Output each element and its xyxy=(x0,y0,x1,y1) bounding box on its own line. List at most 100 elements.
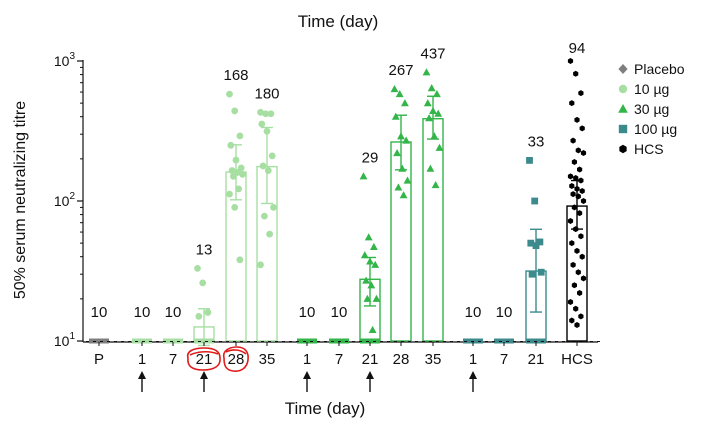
data-point xyxy=(257,261,264,269)
data-point xyxy=(430,132,439,140)
data-point xyxy=(527,239,535,247)
legend-marker-triangle xyxy=(618,103,628,113)
gmt-value-label: 94 xyxy=(569,40,586,57)
data-point xyxy=(536,238,544,246)
data-point xyxy=(359,172,368,180)
y-tick-label: 103 xyxy=(54,51,76,69)
gmt-value-label: 180 xyxy=(254,85,279,102)
data-point xyxy=(368,325,377,333)
y-tick-label: 101 xyxy=(54,331,76,349)
data-point xyxy=(372,294,381,302)
data-point xyxy=(573,70,579,77)
data-point xyxy=(262,110,270,118)
dose-arrows xyxy=(138,371,477,392)
x-tick-label: 7 xyxy=(335,351,343,368)
gmt-value-label: 10 xyxy=(465,304,482,321)
data-point xyxy=(425,114,434,122)
gmt-value-label: 10 xyxy=(91,304,108,321)
data-point xyxy=(360,251,369,259)
data-point xyxy=(199,279,207,287)
baseline-point-cluster xyxy=(89,338,109,344)
data-point xyxy=(574,247,580,254)
data-point xyxy=(580,275,587,282)
data-point xyxy=(363,294,372,302)
data-point xyxy=(395,90,404,98)
data-point xyxy=(577,166,583,173)
x-tick-label: 21 xyxy=(196,351,213,368)
data-point xyxy=(531,197,539,205)
data-point xyxy=(391,112,400,120)
y-axis-title: 50% serum neutralizing titre xyxy=(12,101,29,299)
x-tick-label: 21 xyxy=(362,351,379,368)
x-tick-label: 35 xyxy=(425,351,442,368)
dose-arrow-head-icon xyxy=(303,371,311,379)
data-point xyxy=(579,125,585,132)
gmt-value-label: 10 xyxy=(331,304,348,321)
data-point xyxy=(403,176,412,184)
legend-label: 10 µg xyxy=(634,81,669,97)
legend: Placebo 10 µg 30 µg 100 µg HCS xyxy=(618,61,685,157)
data-point xyxy=(575,269,581,276)
data-point xyxy=(237,164,245,172)
data-point xyxy=(571,204,577,211)
data-point xyxy=(434,109,443,117)
y-axis-ticks: 101 102 103 xyxy=(54,51,83,349)
data-point xyxy=(573,174,579,181)
legend-label: 100 µg xyxy=(634,121,677,137)
data-point xyxy=(371,260,380,268)
data-point xyxy=(236,256,244,264)
data-point xyxy=(232,156,240,164)
data-point xyxy=(578,233,584,240)
data-point xyxy=(204,309,212,316)
data-point xyxy=(577,290,583,297)
dose-arrow-head-icon xyxy=(200,371,208,379)
data-point xyxy=(570,261,576,268)
data-point xyxy=(369,242,378,250)
data-point xyxy=(426,164,435,172)
gmt-value-label: 33 xyxy=(528,133,545,150)
data-point xyxy=(227,141,235,149)
gmt-bar xyxy=(422,118,444,342)
data-point xyxy=(580,150,587,157)
data-point xyxy=(270,204,277,211)
x-tick-label: 7 xyxy=(500,351,508,368)
data-point xyxy=(226,190,233,198)
legend-marker-square xyxy=(618,124,628,134)
red-circle-annotation-day21 xyxy=(186,347,221,371)
data-point xyxy=(569,317,575,324)
gmt-value-label: 10 xyxy=(299,304,316,321)
data-point xyxy=(575,193,581,200)
data-point xyxy=(567,217,574,224)
x-tick-label: 1 xyxy=(469,351,477,368)
data-point xyxy=(569,100,575,107)
data-point xyxy=(573,226,579,233)
data-point xyxy=(567,298,574,305)
dose-arrow-head-icon xyxy=(138,371,146,379)
legend-label: 30 µg xyxy=(634,101,669,117)
baseline-point-cluster xyxy=(360,338,380,344)
legend-label: Placebo xyxy=(634,61,685,77)
data-point xyxy=(574,322,580,329)
data-point xyxy=(397,132,405,140)
x-tick-label: P xyxy=(94,351,104,368)
data-point xyxy=(579,187,585,194)
data-point xyxy=(266,230,273,238)
data-point xyxy=(577,210,583,217)
data-point xyxy=(393,148,402,157)
gmt-value-label: 437 xyxy=(420,45,445,62)
data-point xyxy=(537,268,545,276)
data-point xyxy=(228,167,236,174)
data-point xyxy=(390,85,399,93)
gmt-value-label: 10 xyxy=(134,304,151,321)
x-tick-label: 28 xyxy=(228,351,245,368)
data-point xyxy=(579,253,585,260)
data-point xyxy=(231,204,239,211)
data-point xyxy=(432,90,441,98)
data-point xyxy=(574,116,580,123)
dose-arrow-head-icon xyxy=(366,371,374,379)
data-point xyxy=(366,257,374,265)
data-point xyxy=(261,212,268,220)
data-point xyxy=(194,265,201,272)
gmt-value-label: 29 xyxy=(362,149,379,166)
